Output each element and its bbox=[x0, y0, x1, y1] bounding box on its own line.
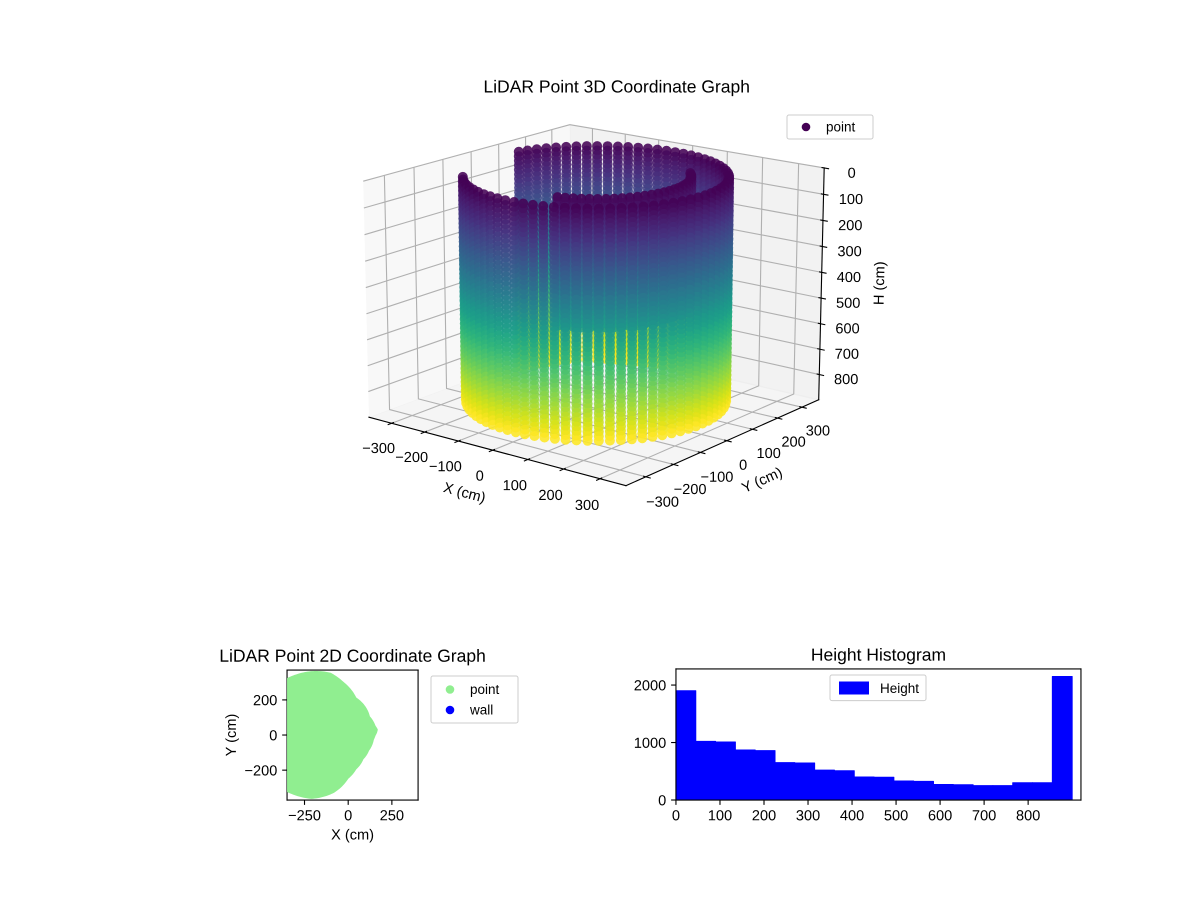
svg-text:Height: Height bbox=[880, 681, 919, 696]
svg-text:wall: wall bbox=[469, 703, 493, 718]
svg-text:point: point bbox=[826, 119, 855, 134]
svg-text:point: point bbox=[470, 682, 499, 697]
